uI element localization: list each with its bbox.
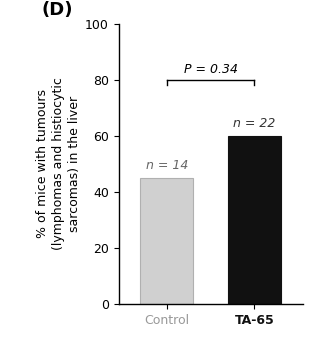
Bar — [228, 136, 281, 304]
Text: P = 0.34: P = 0.34 — [183, 63, 238, 76]
Text: n = 14: n = 14 — [146, 159, 188, 172]
Y-axis label: % of mice with tumours
(lymphomas and histiocytic
sarcomas) in the liver: % of mice with tumours (lymphomas and hi… — [36, 77, 81, 250]
Text: (D): (D) — [41, 1, 73, 19]
Bar — [140, 178, 193, 304]
Text: n = 22: n = 22 — [233, 117, 275, 130]
